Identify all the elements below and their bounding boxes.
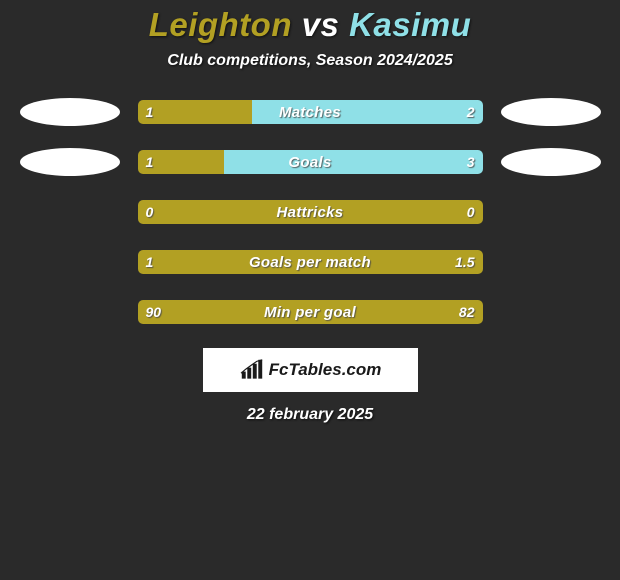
stat-bar: Goals1 3 [138,150,483,174]
stat-bar: Matches1 2 [138,100,483,124]
brand-text: FcTables.com [269,360,382,380]
bar-chart-icon [239,359,265,381]
stat-value-right: 0 [467,200,475,224]
stat-bar: Goals per match1 1.5 [138,250,483,274]
stat-value-right: 82 [459,300,475,324]
date: 22 february 2025 [0,406,620,424]
stat-label: Matches [138,100,483,124]
stat-value-left: 1 [146,150,154,174]
stat-value-right: 3 [467,150,475,174]
stat-bar: Min per goal90 82 [138,300,483,324]
title-player2: Kasimu [349,6,471,43]
stat-row: Hattricks0 0 [0,198,620,226]
team-badge-left [20,98,120,126]
title-vs: vs [302,6,340,43]
stat-row: Matches1 2 [0,98,620,126]
title-player1: Leighton [149,6,292,43]
stat-row: Min per goal90 82 [0,298,620,326]
stat-label: Goals [138,150,483,174]
stat-row: Goals per match1 1.5 [0,248,620,276]
comparison-card: Leighton vs Kasimu Club competitions, Se… [0,0,620,424]
stat-value-left: 1 [146,250,154,274]
stat-bar: Hattricks0 0 [138,200,483,224]
page-title: Leighton vs Kasimu [0,6,620,44]
team-badge-left [20,148,120,176]
team-badge-right [501,148,601,176]
team-badge-right [501,98,601,126]
subtitle: Club competitions, Season 2024/2025 [0,52,620,70]
stat-value-right: 2 [467,100,475,124]
stat-value-left: 90 [146,300,162,324]
brand-badge[interactable]: FcTables.com [203,348,418,392]
stat-value-left: 1 [146,100,154,124]
stat-value-left: 0 [146,200,154,224]
stat-label: Goals per match [138,250,483,274]
stat-label: Min per goal [138,300,483,324]
stat-value-right: 1.5 [455,250,474,274]
stat-row: Goals1 3 [0,148,620,176]
stat-label: Hattricks [138,200,483,224]
stat-rows: Matches12Goals13Hattricks00Goals per mat… [0,98,620,326]
